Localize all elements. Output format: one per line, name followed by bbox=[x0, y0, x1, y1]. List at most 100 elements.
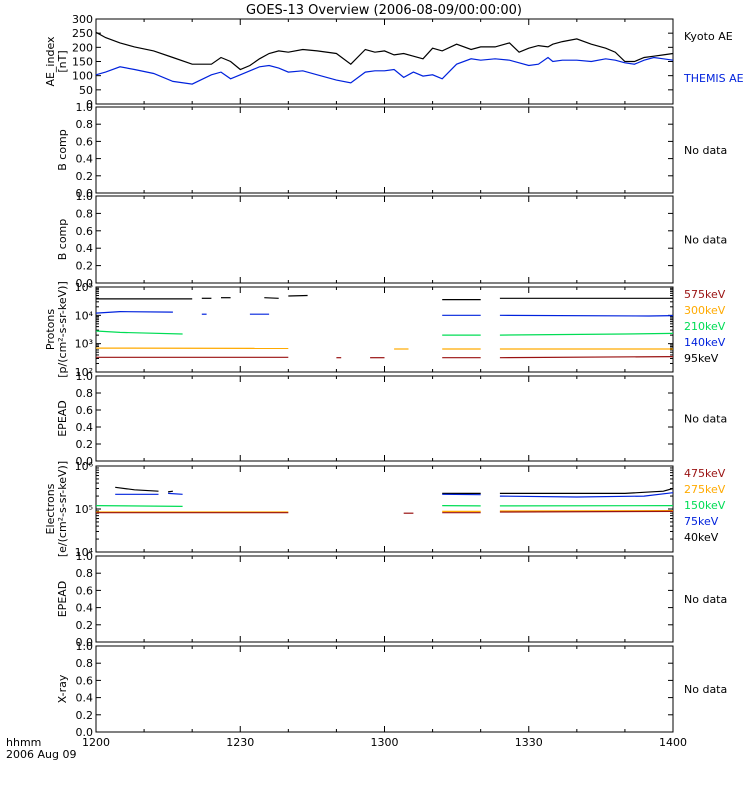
panel-frame bbox=[95, 195, 674, 284]
panel-epead-2: 0.0 0.2 0.4 0.6 0.8 1.0 EPEAD No data bbox=[56, 550, 727, 649]
panel-frame bbox=[95, 465, 674, 553]
series-line-75keV bbox=[499, 492, 674, 498]
time-axis-label-date: 2006 Aug 09 bbox=[6, 748, 76, 761]
time-tick-label: 1230 bbox=[226, 736, 254, 749]
figure-title: GOES-13 Overview (2006-08-09/00:00:00) bbox=[246, 3, 522, 18]
legend-label: 95keV bbox=[684, 352, 719, 365]
time-tick-label: 1400 bbox=[659, 736, 687, 749]
series-line-THEMIS AE bbox=[95, 56, 674, 85]
y-axis-label: B comp bbox=[56, 129, 69, 171]
series-line-140keV bbox=[95, 310, 173, 314]
panel-frame bbox=[95, 645, 674, 733]
y-tick-label: 0.0 bbox=[76, 277, 94, 290]
y-axis-label: [e/(cm²-s-sr-keV)] bbox=[56, 461, 69, 557]
series-150keV bbox=[95, 505, 674, 507]
y-tick-label: 150 bbox=[72, 56, 93, 69]
y-tick-label: 0.6 bbox=[76, 584, 94, 597]
y-tick-label: 0.2 bbox=[76, 619, 94, 632]
legend-label: 575keV bbox=[684, 288, 726, 301]
legend-label: 300keV bbox=[684, 304, 726, 317]
y-tick-label: 0.6 bbox=[76, 404, 94, 417]
y-tick-label: 0.8 bbox=[76, 657, 94, 670]
y-tick-label: 0.0 bbox=[76, 726, 94, 739]
legend-label: 475keV bbox=[684, 467, 726, 480]
y-tick-label: 10⁵ bbox=[75, 503, 93, 516]
y-tick-label: 0.8 bbox=[76, 207, 94, 220]
series-140keV bbox=[95, 310, 674, 317]
no-data-label: No data bbox=[684, 234, 727, 247]
y-tick-label: 0.8 bbox=[76, 567, 94, 580]
time-axis-label-hhmm: hhmm bbox=[6, 736, 41, 749]
y-tick-label: 10⁵ bbox=[75, 281, 93, 294]
series-line-95keV bbox=[264, 297, 279, 299]
y-axis-label: X-ray bbox=[56, 674, 69, 703]
y-tick-label: 0.4 bbox=[76, 602, 94, 615]
y-tick-label: 0.0 bbox=[76, 187, 94, 200]
panel-frame bbox=[95, 555, 674, 643]
legend-label: 275keV bbox=[684, 483, 726, 496]
time-tick-label: 1200 bbox=[82, 736, 110, 749]
series-line-40keV bbox=[115, 486, 159, 492]
series-THEMIS AE bbox=[95, 56, 674, 85]
y-tick-label: 0.6 bbox=[76, 135, 94, 148]
y-tick-label: 0.4 bbox=[76, 242, 94, 255]
y-tick-label: 0.8 bbox=[76, 387, 94, 400]
no-data-label: No data bbox=[684, 593, 727, 606]
panel-epead-1: 0.0 0.2 0.4 0.6 0.8 1.0 EPEAD No data bbox=[56, 370, 727, 468]
y-tick-label: 50 bbox=[79, 84, 93, 97]
no-data-label: No data bbox=[684, 144, 727, 157]
y-axis-label: Electrons bbox=[44, 483, 57, 534]
series-Kyoto AE bbox=[95, 31, 674, 71]
legend-label: 210keV bbox=[684, 320, 726, 333]
no-data-label: No data bbox=[684, 413, 727, 426]
series-line-150keV bbox=[95, 505, 183, 507]
series-300keV bbox=[95, 347, 673, 350]
y-tick-label: 1.0 bbox=[76, 190, 94, 203]
y-tick-label: 100 bbox=[72, 70, 93, 83]
series-40keV bbox=[115, 486, 674, 494]
series-line-475keV bbox=[499, 510, 674, 513]
y-axis-label: B comp bbox=[56, 219, 69, 261]
y-tick-label: 0.0 bbox=[76, 455, 94, 468]
y-tick-label: 1.0 bbox=[76, 370, 94, 383]
y-tick-label: 250 bbox=[72, 27, 93, 40]
y-tick-label: 10⁶ bbox=[75, 460, 94, 473]
legend-label: 140keV bbox=[684, 336, 726, 349]
legend-label: 150keV bbox=[684, 499, 726, 512]
series-210keV bbox=[95, 330, 674, 336]
series-line-140keV bbox=[499, 314, 674, 317]
series-line-210keV bbox=[95, 330, 183, 335]
y-tick-label: 0 bbox=[86, 98, 93, 111]
panel-protons: 10² 10³ 10⁴ 10⁵ Protons [p/(cm²-s-sr-keV)] 575… bbox=[44, 281, 726, 379]
legend-label: Kyoto AE bbox=[684, 30, 733, 43]
series-line-40keV bbox=[168, 490, 173, 493]
y-tick-label: 0.4 bbox=[76, 421, 94, 434]
y-tick-label: 10³ bbox=[75, 338, 93, 351]
y-tick-label: 0.4 bbox=[76, 692, 94, 705]
series-line-210keV bbox=[499, 332, 674, 336]
series-line-Kyoto AE bbox=[95, 31, 674, 71]
series-95keV bbox=[96, 294, 673, 301]
panel-frame bbox=[95, 286, 674, 373]
panel-b-comp-2: 0.0 0.2 0.4 0.6 0.8 1.0 B comp No data bbox=[56, 190, 727, 290]
y-axis-label: EPEAD bbox=[56, 400, 69, 437]
series-75keV bbox=[115, 492, 674, 498]
series-line-40keV bbox=[499, 487, 674, 494]
y-tick-label: 0.6 bbox=[76, 225, 94, 238]
y-tick-label: 10⁴ bbox=[75, 309, 94, 322]
y-tick-label: 1.0 bbox=[76, 640, 94, 653]
series-275keV bbox=[96, 510, 674, 513]
time-axis: hhmm 2006 Aug 09 1200 1230 1300 1330 1400 bbox=[6, 736, 687, 761]
no-data-label: No data bbox=[684, 683, 727, 696]
y-tick-label: 0.2 bbox=[76, 260, 94, 273]
panel-electrons: 10⁴ 10⁵ 10⁶ Electrons [e/(cm²-s-sr-keV)] 475k… bbox=[44, 460, 726, 559]
legend-label: THEMIS AE bbox=[683, 72, 744, 85]
y-axis-label: AE_index bbox=[44, 36, 57, 87]
series-475keV bbox=[96, 510, 674, 514]
panel-b-comp-1: 0.0 0.2 0.4 0.6 0.8 1.0 B comp No data bbox=[56, 101, 727, 200]
y-tick-label: 0.4 bbox=[76, 153, 94, 166]
y-tick-label: 10⁴ bbox=[75, 546, 94, 559]
y-tick-label: 10² bbox=[75, 366, 93, 379]
